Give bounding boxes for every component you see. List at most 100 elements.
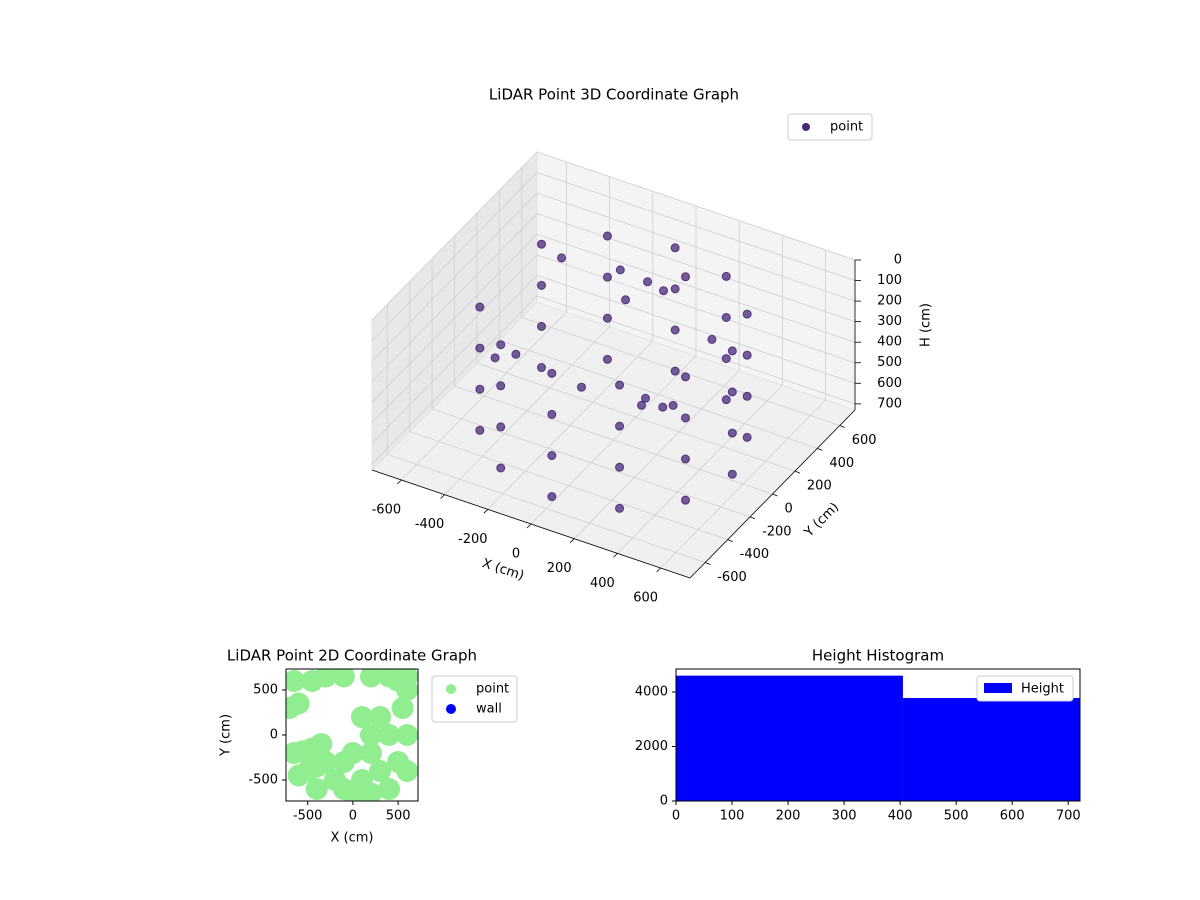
point — [681, 495, 691, 505]
x-tick-label: 700 — [1056, 809, 1081, 824]
point — [742, 350, 752, 360]
z-tick-label: 200 — [877, 294, 902, 309]
x-tick-label: 0 — [672, 809, 680, 824]
point — [577, 382, 587, 392]
point — [615, 380, 625, 390]
point — [681, 272, 691, 282]
chart-title: Height Histogram — [812, 647, 944, 665]
legend-label: point — [476, 682, 509, 697]
legend-marker — [446, 704, 456, 714]
point — [369, 705, 392, 728]
tick-mark — [794, 470, 801, 474]
y-tick-label: 400 — [829, 456, 854, 471]
point — [615, 421, 625, 431]
x-tick-label: 500 — [944, 809, 969, 824]
x-tick-label: 500 — [386, 809, 411, 824]
bar — [902, 697, 1080, 801]
point — [305, 778, 328, 801]
grid-line — [454, 385, 773, 495]
x-tick-label: 400 — [888, 809, 913, 824]
points — [286, 669, 418, 801]
point — [615, 462, 625, 472]
axes-frame — [675, 668, 1081, 802]
y-axis-label: Y (cm) — [219, 714, 234, 757]
point — [475, 302, 485, 312]
point — [350, 705, 373, 728]
point — [659, 286, 669, 296]
grid-line — [409, 431, 728, 541]
z-axis-label: H (cm) — [919, 303, 934, 347]
legend-box — [976, 675, 1074, 702]
legend-label: point — [830, 120, 863, 135]
point — [496, 381, 506, 391]
y-tick-label: -200 — [762, 524, 792, 539]
point — [378, 724, 401, 746]
point — [359, 669, 382, 688]
grid-line — [536, 254, 856, 364]
point — [359, 782, 382, 801]
grid-line — [536, 274, 856, 384]
y-tick-label: -500 — [248, 773, 278, 788]
y-tick-label: 0 — [660, 794, 668, 809]
tick-mark — [397, 479, 402, 485]
point — [511, 349, 521, 359]
tick-mark — [440, 494, 445, 499]
tick-mark — [613, 553, 618, 558]
x-tick-label: 300 — [832, 809, 857, 824]
point — [286, 696, 301, 719]
x-tick-label: 400 — [590, 576, 615, 591]
tick-mark — [656, 567, 661, 573]
x-tick-label: -500 — [293, 809, 323, 824]
legend-label: wall — [476, 702, 502, 717]
point — [536, 321, 546, 331]
grid-line — [536, 192, 856, 302]
y-tick-label: 0 — [785, 502, 793, 517]
grid-line — [371, 254, 538, 424]
point — [727, 428, 737, 438]
point — [727, 346, 737, 356]
point — [721, 354, 731, 364]
tick-mark — [839, 425, 845, 428]
y-axis-line — [689, 409, 856, 579]
y-tick-label: 600 — [852, 433, 877, 448]
grid-line — [536, 172, 856, 281]
chart-title: LiDAR Point 3D Coordinate Graph — [489, 86, 739, 104]
x-tick-label: -600 — [372, 502, 402, 517]
z-tick-label: 500 — [877, 355, 902, 370]
point — [547, 409, 557, 419]
point — [557, 253, 567, 263]
x-tick-label: 200 — [776, 809, 801, 824]
y-tick-label: 4000 — [635, 684, 668, 699]
point — [547, 451, 557, 461]
point — [332, 669, 355, 688]
point — [721, 271, 731, 281]
point — [391, 696, 414, 719]
tick-mark — [772, 493, 778, 497]
point — [721, 312, 731, 322]
y-axis-label: Y (cm) — [801, 500, 842, 541]
grid-line — [431, 408, 751, 518]
point — [359, 742, 382, 765]
x-tick-label: 200 — [547, 561, 572, 576]
x-tick-label: -200 — [458, 532, 488, 547]
x-axis-line — [371, 469, 691, 579]
point — [670, 366, 680, 376]
grid-line — [371, 151, 538, 321]
legend-marker — [802, 123, 810, 131]
point — [615, 265, 625, 275]
y-tick-label: 200 — [807, 479, 832, 494]
point — [742, 309, 752, 319]
tick-mark — [749, 516, 756, 520]
tick-mark — [526, 523, 532, 529]
grid-line — [499, 339, 818, 449]
point — [301, 669, 324, 692]
z-tick-label: 700 — [877, 396, 902, 411]
point — [496, 463, 506, 473]
z-tick-label: 600 — [877, 376, 902, 391]
grid-line — [371, 275, 538, 444]
point — [536, 280, 546, 290]
grid-line — [371, 233, 538, 403]
y-tick-label: -400 — [740, 547, 770, 562]
grid-line — [371, 172, 538, 341]
